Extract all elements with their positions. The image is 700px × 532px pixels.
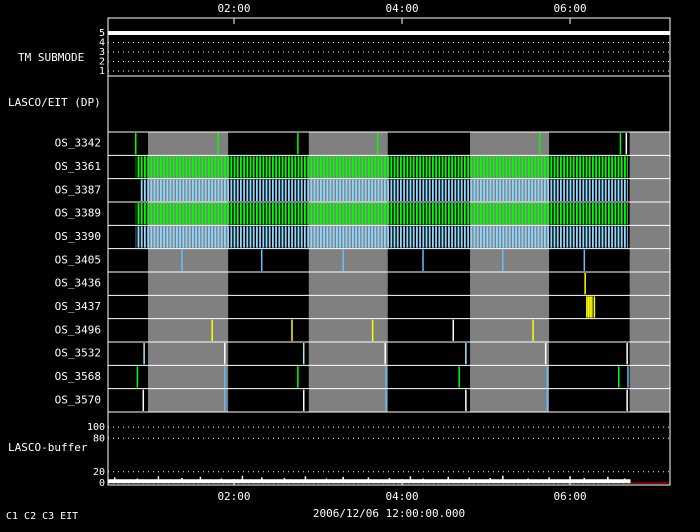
row-label: OS_3361: [55, 160, 101, 173]
y-tick-label: 20: [93, 467, 105, 478]
legend-entry: C2: [24, 511, 36, 522]
dense-events: [135, 203, 628, 225]
row-label: OS_3532: [55, 347, 101, 360]
y-tick-label: 5: [99, 28, 105, 39]
x-tick-label: 02:00: [217, 2, 250, 15]
date-label: 2006/12/06 12:00:00.000: [313, 507, 465, 520]
y-tick-label: 100: [87, 422, 105, 433]
row-label: OS_3568: [55, 370, 101, 383]
row-label: OS_3436: [55, 277, 101, 290]
row-label: OS_3390: [55, 230, 101, 243]
legend-entry: C1: [6, 511, 18, 522]
y-tick-label: 2: [99, 56, 105, 67]
row-label: OS_3496: [55, 323, 101, 336]
row-label: OS_3570: [55, 393, 101, 406]
row-label: OS_3387: [55, 183, 101, 196]
x-tick-label: 04:00: [385, 490, 418, 503]
y-tick-label: 4: [99, 37, 105, 48]
x-tick-label: 06:00: [553, 2, 586, 15]
row-label: OS_3389: [55, 207, 101, 220]
x-tick-label: 06:00: [553, 490, 586, 503]
y-tick-label: 3: [99, 47, 105, 58]
y-tick-label: 1: [99, 66, 105, 77]
row-label: OS_3405: [55, 253, 101, 266]
buffer-label: LASCO-buffer: [8, 441, 88, 454]
y-tick-label: 0: [99, 478, 105, 489]
row-label: OS_3342: [55, 137, 101, 150]
dense-events: [135, 226, 628, 248]
legend-entry: EIT: [60, 511, 78, 522]
dense-events: [139, 179, 628, 201]
row-label: OS_3437: [55, 300, 101, 313]
dense-events: [135, 156, 628, 178]
tm-label: TM SUBMODE: [18, 51, 84, 64]
plot-frame: [107, 17, 671, 486]
x-tick-label: 04:00: [385, 2, 418, 15]
dp-label: LASCO/EIT (DP): [8, 96, 101, 109]
y-tick-label: 80: [93, 433, 105, 444]
legend-entry: C3: [42, 511, 54, 522]
x-tick-label: 02:00: [217, 490, 250, 503]
